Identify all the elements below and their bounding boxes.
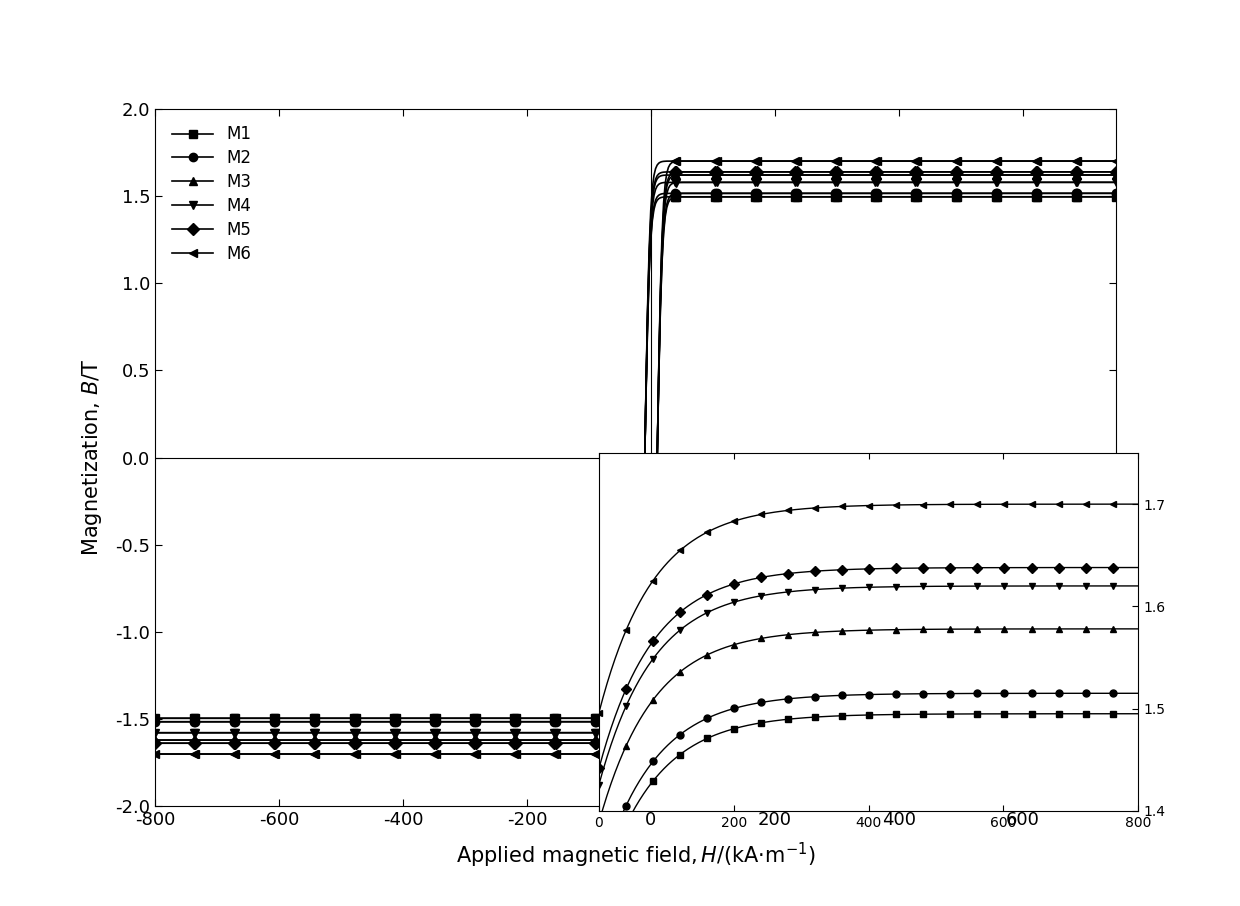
Legend: M1, M2, M3, M4, M5, M6: M1, M2, M3, M4, M5, M6 (164, 117, 260, 271)
Y-axis label: Magnetization, $B$/T: Magnetization, $B$/T (79, 359, 104, 556)
X-axis label: Applied magnetic field,$\,H$/(kA·m$^{-1}$): Applied magnetic field,$\,H$/(kA·m$^{-1}… (455, 840, 816, 870)
